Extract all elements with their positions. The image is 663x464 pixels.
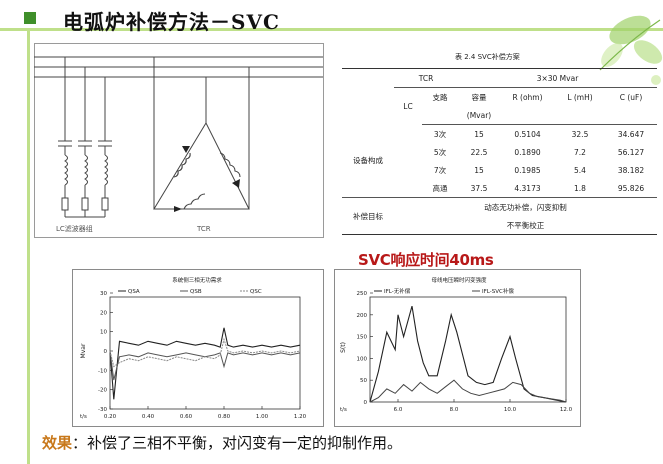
- table-row: 7次 15 0.1985 5.4 38.182: [433, 165, 645, 175]
- y-tick-label: 0: [104, 349, 108, 355]
- col-header-capacity: 容量: [471, 92, 487, 102]
- chart-flicker-intensity: 母线电压瞬时闪变强度 IFL-无补偿 IFL-SVC补偿 250 200 150 100 50…: [334, 269, 581, 427]
- tcr-header-cell: TCR: [394, 68, 458, 88]
- left-divider: [27, 31, 30, 464]
- series-line: [369, 379, 567, 403]
- svc-response-headline: SVC响应时间40ms: [358, 251, 494, 269]
- series-line: [109, 337, 301, 368]
- chart-title: 系统侧三相无功需求: [172, 276, 222, 284]
- table-row-header: LC 支路 容量 R (ohm) L (mH) C (uF): [342, 88, 657, 111]
- col-header-r: R (ohm): [512, 92, 543, 102]
- table-row: 高通 37.5 4.3173 1.8 95.826: [432, 183, 645, 193]
- plot-area: [369, 296, 567, 403]
- x-axis-label: t/s: [340, 407, 347, 413]
- table-row: 5次 22.5 0.1890 7.2 56.127: [433, 147, 645, 157]
- x-axis-label: t/s: [80, 414, 87, 420]
- legend-entry: QSA: [128, 289, 140, 295]
- capacity-unit: (Mvar): [458, 106, 500, 125]
- tcr-value-cell: 3×30 Mvar: [458, 68, 657, 88]
- x-tick-label: 0.80: [218, 414, 231, 420]
- svc-scheme-table: TCR 3×30 Mvar LC 支路 容量 R (ohm) L (mH) C …: [342, 68, 657, 235]
- y-tick-label: 200: [357, 313, 368, 319]
- series-line: [109, 327, 301, 400]
- col-header-l: L (mH): [567, 92, 593, 102]
- legend-entry: QSB: [190, 289, 202, 295]
- chart-reactive-demand: 系统侧三相无功需求 QSA QSB QSC 30 20 10 0 -10 -20 -300.20 0.…: [72, 269, 324, 427]
- table-row-target: 不平衡校正: [342, 216, 657, 235]
- x-tick-label: 0.60: [180, 414, 193, 420]
- target-item: 不平衡校正: [506, 220, 545, 230]
- inductor-symbols: [64, 154, 108, 186]
- table-row-unit: (Mvar): [342, 106, 657, 125]
- thyristor-icons: [174, 146, 240, 212]
- chart-title: 母线电压瞬时闪变强度: [431, 276, 487, 284]
- col-header-c: C (uF): [619, 92, 643, 102]
- target-label-cell: 补偿目标: [353, 211, 383, 221]
- effect-label: 效果: [42, 434, 73, 452]
- tcr-label: TCR: [196, 225, 211, 233]
- lc-filter-label: LC滤波器组: [56, 224, 93, 233]
- tcr-delta: [153, 121, 250, 210]
- top-divider: [0, 28, 663, 31]
- y-tick-label: -30: [98, 407, 107, 413]
- x-tick-label: 10.0: [504, 407, 517, 413]
- x-tick-label: 6.0: [394, 407, 403, 413]
- effect-caption: 效果：补偿了三相不平衡，对闪变有一定的抑制作用。: [42, 432, 402, 453]
- group-label-cell: 设备构成: [353, 156, 383, 166]
- effect-text: ：补偿了三相不平衡，对闪变有一定的抑制作用。: [72, 434, 403, 452]
- series-line: [369, 305, 567, 403]
- title-bullet-icon: [24, 12, 36, 24]
- legend-entry: QSC: [250, 289, 262, 295]
- legend-entry: IFL-SVC补偿: [482, 287, 514, 295]
- y-tick-label: 10: [100, 330, 107, 336]
- y-tick-label: 100: [357, 356, 368, 362]
- col-header-branch: 支路: [432, 92, 448, 102]
- y-tick-label: 0: [364, 400, 368, 406]
- y-tick-label: 30: [100, 291, 107, 297]
- y-tick-label: 50: [360, 378, 367, 384]
- chart-panel-border: [72, 269, 324, 427]
- leaf-decoration-icon: [599, 15, 663, 85]
- legend-entry: IFL-无补偿: [384, 287, 411, 295]
- x-tick-label: 0.20: [104, 414, 117, 420]
- table-caption: 表 2.4 SVC补偿方案: [455, 53, 520, 61]
- table-row-tcr: TCR 3×30 Mvar: [342, 68, 657, 88]
- y-axis-label: S(t): [340, 342, 347, 353]
- target-item: 动态无功补偿，闪变抑制: [484, 202, 567, 212]
- x-tick-label: 8.0: [450, 407, 459, 413]
- x-tick-label: 0.40: [142, 414, 155, 420]
- x-tick-label: 1.20: [294, 414, 307, 420]
- x-tick-label: 12.0: [560, 407, 573, 413]
- series-line: [109, 350, 301, 381]
- y-tick-label: 250: [357, 291, 368, 297]
- y-tick-label: -10: [98, 368, 107, 374]
- y-tick-label: -20: [98, 388, 107, 394]
- table-row: 设备构成 3次 15 0.5104 32.5 34.647: [342, 125, 657, 166]
- y-axis-label: Mvar: [80, 343, 87, 358]
- x-tick-label: 1.00: [256, 414, 269, 420]
- y-tick-label: 20: [100, 310, 107, 316]
- chart-panel-border: [334, 269, 581, 427]
- slide-title: 电弧炉补偿方法－SVC: [63, 10, 280, 34]
- lc-header-cell: LC: [403, 101, 413, 111]
- table-row-target: 补偿目标 动态无功补偿，闪变抑制: [342, 197, 657, 221]
- circuit-diagram: LC滤波器组 TCR: [34, 43, 324, 238]
- y-tick-label: 150: [357, 335, 368, 341]
